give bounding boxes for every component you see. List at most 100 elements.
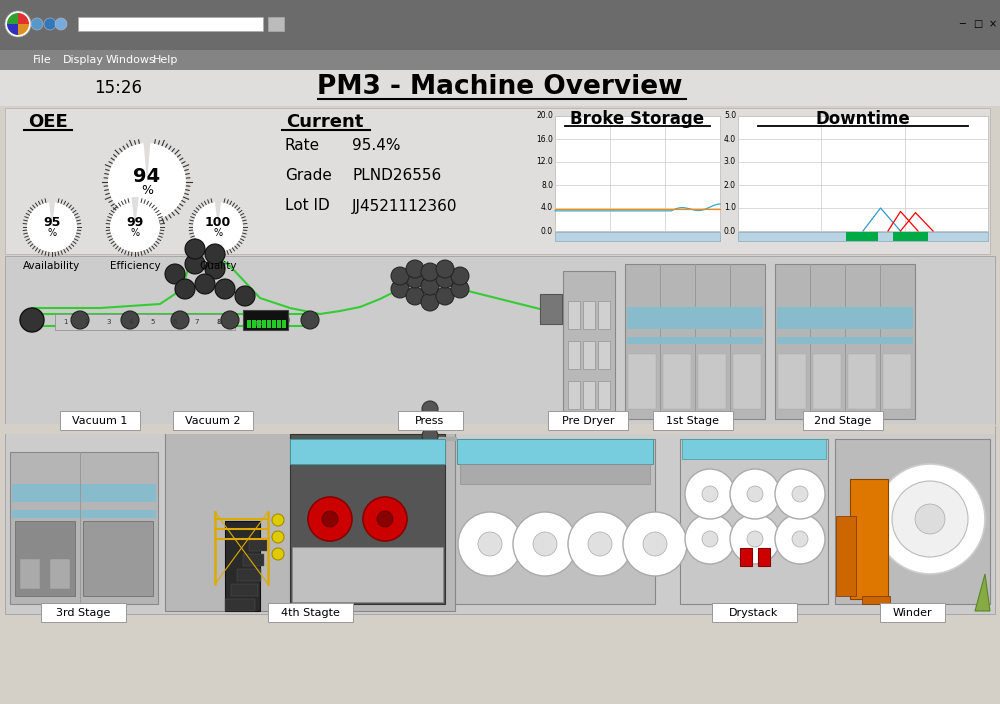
Text: 8: 8 [217, 319, 221, 325]
Circle shape [363, 497, 407, 541]
Bar [555, 116, 720, 231]
Circle shape [436, 270, 454, 288]
Circle shape [108, 143, 186, 221]
Bar [653, 411, 733, 430]
Bar [55, 314, 235, 330]
Text: 3rd Stage: 3rd Stage [56, 608, 110, 618]
Bar [231, 584, 258, 596]
Circle shape [685, 514, 735, 564]
Bar [568, 341, 580, 369]
Bar [247, 320, 251, 328]
Bar [237, 569, 261, 581]
Circle shape [702, 531, 718, 547]
Text: 7: 7 [195, 319, 199, 325]
Circle shape [451, 267, 469, 285]
Circle shape [436, 287, 454, 305]
Bar [268, 17, 284, 31]
Text: 95.4%: 95.4% [352, 139, 400, 153]
Text: 100: 100 [205, 215, 231, 229]
Circle shape [623, 512, 687, 576]
Bar [883, 354, 911, 409]
Circle shape [422, 428, 438, 444]
Text: 5: 5 [151, 319, 155, 325]
Circle shape [235, 286, 255, 306]
Bar [290, 434, 445, 604]
Bar [83, 521, 153, 596]
Bar [10, 452, 158, 604]
Circle shape [185, 254, 205, 274]
Text: %: % [213, 228, 223, 238]
Bar [682, 439, 826, 459]
Bar [50, 559, 70, 589]
Text: Broke Storage: Broke Storage [570, 110, 705, 128]
Circle shape [193, 202, 243, 252]
Circle shape [702, 486, 718, 502]
Bar [5, 256, 995, 424]
Circle shape [685, 469, 735, 519]
Bar [583, 381, 595, 409]
Text: ×: × [989, 19, 997, 29]
Bar [835, 439, 990, 604]
Circle shape [478, 532, 502, 556]
Bar [880, 603, 945, 622]
Bar [455, 439, 655, 604]
Bar [563, 271, 615, 419]
Bar [225, 599, 255, 611]
Bar [173, 411, 253, 430]
Bar [628, 354, 656, 409]
Circle shape [588, 532, 612, 556]
Wedge shape [18, 24, 29, 35]
Polygon shape [975, 574, 990, 611]
Bar [60, 411, 140, 430]
Bar [627, 307, 763, 329]
Bar [712, 603, 797, 622]
Text: 3.0: 3.0 [724, 158, 736, 167]
Bar [277, 320, 281, 328]
Bar [777, 307, 913, 329]
Wedge shape [7, 13, 18, 24]
Bar [282, 320, 286, 328]
Bar [457, 439, 653, 464]
Bar [243, 554, 264, 566]
Circle shape [730, 514, 780, 564]
Circle shape [121, 311, 139, 329]
Bar [243, 310, 288, 330]
Text: 16.0: 16.0 [536, 134, 553, 144]
Wedge shape [48, 197, 56, 227]
Text: Winder: Winder [892, 608, 932, 618]
Wedge shape [131, 197, 139, 227]
Text: 12.0: 12.0 [536, 158, 553, 167]
Bar [740, 548, 752, 566]
Circle shape [71, 311, 89, 329]
Circle shape [568, 512, 632, 576]
Text: 15:26: 15:26 [94, 79, 142, 97]
Bar [5, 108, 990, 254]
Circle shape [458, 512, 522, 576]
Text: Help: Help [153, 55, 179, 65]
Wedge shape [143, 135, 151, 182]
Bar [540, 294, 562, 324]
Text: 2nd Stage: 2nd Stage [814, 416, 872, 426]
Bar [0, 50, 1000, 70]
Circle shape [55, 18, 67, 30]
Bar [738, 232, 988, 241]
Bar [398, 411, 463, 430]
Bar [758, 548, 770, 566]
Bar [0, 0, 1000, 50]
Text: 6: 6 [173, 319, 177, 325]
Circle shape [792, 531, 808, 547]
Text: PM3 - Machine Overview: PM3 - Machine Overview [317, 74, 683, 100]
Text: Lot ID: Lot ID [285, 199, 330, 213]
Text: %: % [141, 184, 153, 196]
Circle shape [436, 260, 454, 278]
Bar [555, 232, 720, 241]
Text: 4.0: 4.0 [724, 134, 736, 144]
Bar [698, 354, 726, 409]
Circle shape [221, 311, 239, 329]
Circle shape [272, 531, 284, 543]
Circle shape [406, 287, 424, 305]
Text: LI: LI [217, 319, 223, 325]
Circle shape [44, 18, 56, 30]
Bar [249, 539, 267, 551]
Circle shape [730, 469, 780, 519]
